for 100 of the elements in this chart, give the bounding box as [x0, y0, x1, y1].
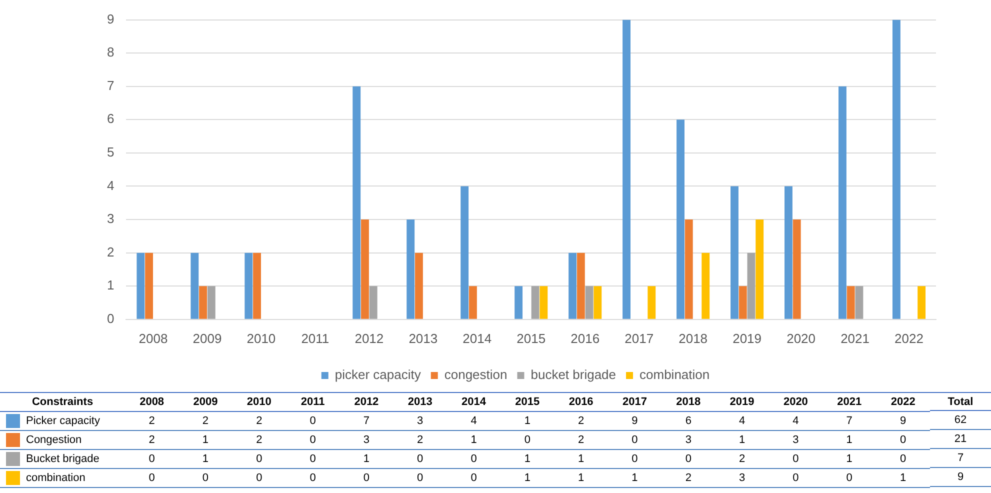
data-label: 0: [256, 472, 262, 484]
data-label: 0: [417, 472, 424, 484]
bar: [892, 20, 900, 319]
data-label: 4: [738, 415, 746, 427]
bar: [747, 252, 756, 319]
data-label: 0: [470, 472, 477, 484]
data-label: 9: [632, 415, 638, 427]
y-tick-label: 6: [106, 111, 114, 126]
legend-label: combination: [640, 367, 710, 382]
category-label: 2012: [354, 396, 379, 408]
category-label: 2018: [676, 396, 701, 408]
x-tick-label: 2020: [786, 330, 816, 346]
bar: [568, 252, 577, 319]
bar: [361, 220, 369, 319]
legend-label: congestion: [444, 367, 508, 382]
bar: [540, 286, 548, 319]
bar: [460, 186, 469, 319]
bar: [244, 252, 253, 319]
data-label: 2: [202, 415, 209, 427]
category-label: 2016: [568, 396, 594, 408]
x-tick-label: 2016: [570, 330, 600, 346]
data-label: 3: [417, 415, 424, 427]
category-label: 2020: [783, 396, 808, 408]
x-tick-label: 2022: [894, 330, 924, 346]
x-tick-label: 2011: [301, 330, 330, 346]
data-label: 1: [846, 453, 852, 465]
x-tick-label: 2019: [732, 330, 762, 346]
data-label: 4: [792, 415, 799, 427]
data-label: 1: [578, 453, 584, 465]
data-label: 1: [202, 453, 209, 465]
bar: [730, 186, 738, 319]
data-label: 2: [148, 434, 155, 446]
category-label: 2017: [622, 396, 647, 408]
x-tick-label: 2010: [246, 330, 276, 346]
data-label: 3: [738, 472, 746, 484]
x-tick-label: 2008: [138, 330, 168, 346]
category-label: 2021: [837, 396, 862, 408]
category-label: 2022: [890, 396, 916, 408]
category-label: 2008: [140, 396, 164, 408]
data-label: 1: [846, 434, 852, 446]
y-tick-label: 2: [106, 244, 114, 260]
data-label: 0: [310, 415, 316, 427]
x-tick-label: 2014: [462, 330, 492, 346]
x-tick-label: 2018: [678, 330, 708, 346]
text: 62: [930, 411, 991, 430]
bar: [756, 220, 764, 319]
bar: [136, 252, 145, 319]
bar: [585, 286, 594, 319]
x-tick-label: 2009: [192, 330, 222, 346]
data-label: 1: [470, 434, 477, 446]
text: Total: [930, 392, 991, 411]
data-label: 0: [310, 453, 316, 465]
data-label: 2: [578, 415, 584, 427]
bar: [190, 252, 199, 319]
text: Congestion: [0, 430, 125, 450]
data-label: 1: [578, 472, 584, 484]
x-tick-label: 2017: [624, 330, 654, 346]
bar: [792, 220, 801, 319]
data-label: 1: [524, 472, 530, 484]
data-label: 0: [470, 453, 477, 465]
bar: [684, 220, 693, 319]
category-label: 2013: [408, 396, 432, 408]
data-label: 0: [846, 472, 852, 484]
data-label: 0: [148, 472, 155, 484]
bar: [648, 286, 656, 319]
category-label: 2011: [300, 396, 325, 408]
data-label: 4: [470, 415, 477, 427]
bar: [676, 120, 684, 319]
bar: [838, 86, 846, 319]
data-label: 1: [202, 434, 209, 446]
text: 9: [930, 468, 991, 487]
bar: [784, 186, 792, 319]
bar: [531, 286, 540, 319]
data-label: 2: [685, 472, 692, 484]
data-label: 3: [685, 434, 692, 446]
data-label: 2: [417, 434, 424, 446]
data-label: 0: [792, 472, 799, 484]
data-label: 1: [524, 415, 530, 427]
x-tick-label: 2012: [354, 330, 384, 346]
category-label: 2015: [515, 396, 540, 408]
data-label: 0: [202, 472, 209, 484]
data-label: 0: [256, 453, 262, 465]
y-tick-label: 5: [106, 144, 114, 160]
data-label: 0: [900, 453, 906, 465]
data-label: 1: [632, 472, 638, 484]
bar: [145, 252, 154, 319]
data-label: 0: [310, 472, 316, 484]
text: Bucket brigade: [0, 450, 125, 468]
data-label: 0: [900, 434, 906, 446]
data-label: 2: [578, 434, 584, 446]
data-label: 7: [846, 415, 852, 427]
y-tick-label: 0: [106, 310, 114, 326]
bar: [514, 286, 523, 319]
category-label: 2019: [730, 396, 754, 408]
bar: [253, 252, 261, 319]
data-label: 0: [685, 453, 692, 465]
text: Picker capacity: [0, 412, 125, 430]
bar: [406, 220, 415, 319]
data-label: 3: [792, 434, 799, 446]
x-tick-label: 2013: [408, 330, 438, 346]
